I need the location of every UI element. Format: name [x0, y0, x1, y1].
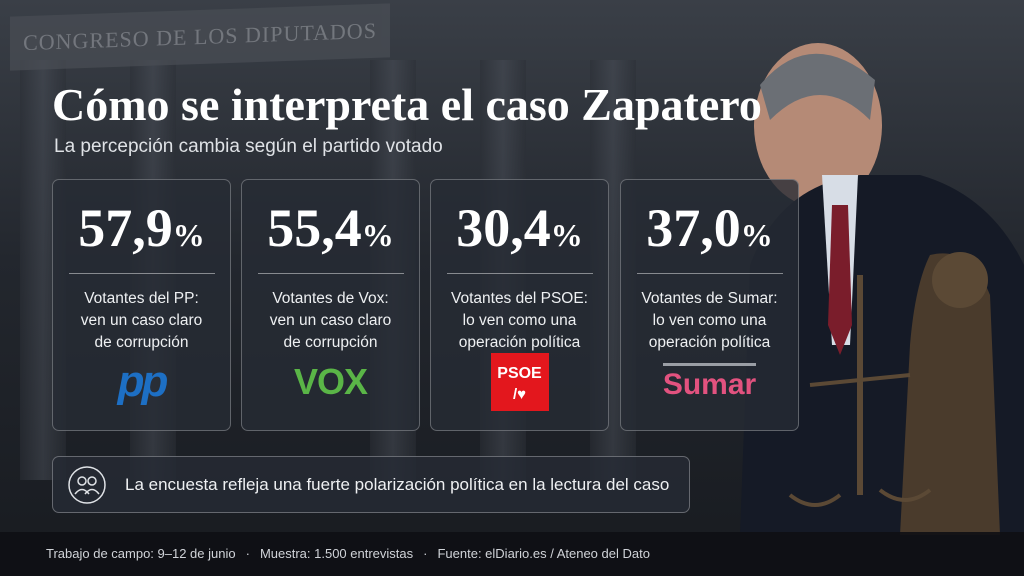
stat-value: 37,0 [646, 198, 741, 258]
building-sign: CONGRESO DE LOS DIPUTADOS [10, 3, 390, 71]
stat-label: Votantes de Vox: ven un caso claro de corr… [242, 288, 419, 354]
label-line: Votantes de Vox: [272, 290, 389, 307]
label-line: ven un caso claro [269, 312, 392, 329]
label-line: Votantes del PSOE: [450, 290, 588, 307]
stat-card: 55,4% Votantes de Vox: ven un caso claro de… [241, 179, 420, 431]
stat-unit: % [740, 217, 773, 253]
label-line: operación política [648, 334, 771, 351]
stat-unit: % [361, 217, 394, 253]
divider [257, 273, 404, 274]
note-box: La encuesta refleja una fuerte polarizac… [52, 456, 690, 513]
label-line: ven un caso claro [80, 312, 203, 329]
stat-value: 30,4 [456, 198, 551, 258]
divider [68, 273, 215, 274]
label-line: operación política [458, 334, 581, 351]
stat-label: Votantes del PP: ven un caso claro de corr… [53, 288, 230, 354]
party-logo: PSOE [490, 353, 549, 411]
footer-item: Muestra: 1.500 entrevistas [236, 546, 414, 561]
stat-value-row: 37,0% [621, 198, 798, 265]
logo-box: Sumar [621, 356, 798, 408]
label-line: de corrupción [283, 334, 378, 351]
title: Cómo se interpreta el caso Zapatero [52, 79, 762, 130]
logo-box: PSOE [431, 353, 608, 411]
stat-unit: % [550, 217, 583, 253]
label-line: de corrupción [94, 334, 189, 351]
party-logo: pp [117, 357, 169, 406]
logo-box: pp [53, 356, 230, 408]
note-text: La encuesta refleja una fuerte polarizac… [125, 475, 670, 494]
label-line: Votantes del PP: [84, 290, 199, 307]
label-line: lo ven como una [462, 312, 577, 329]
divider [446, 273, 593, 274]
figure-silhouettes [740, 43, 1024, 535]
stat-card: 30,4% Votantes del PSOE: lo ven como una op… [430, 179, 609, 431]
people-icon [68, 466, 106, 504]
footer-item: Trabajo de campo: 9–12 de junio [46, 546, 236, 561]
footer-items: Trabajo de campo: 9–12 de junioMuestra: … [46, 546, 650, 561]
stat-card: 57,9% Votantes del PP: ven un caso claro de… [52, 179, 231, 431]
stat-label: Votantes de Sumar: lo ven como una operaci… [621, 288, 798, 354]
party-logo: Sumar [662, 362, 757, 402]
label-line: Votantes de Sumar: [641, 290, 778, 307]
stat-value-row: 30,4% [431, 198, 608, 265]
divider [636, 273, 783, 274]
stat-value-row: 55,4% [242, 198, 419, 265]
footer: Trabajo de campo: 9–12 de junioMuestra: … [0, 532, 1024, 576]
stat-card: 37,0% Votantes de Sumar: lo ven como una op… [620, 179, 799, 431]
footer-item: Fuente: elDiario.es / Ateneo del Dato [413, 546, 650, 561]
stat-value-row: 57,9% [53, 198, 230, 265]
stat-label: Votantes del PSOE: lo ven como una operaci… [431, 288, 608, 354]
stat-value: 57,9 [78, 198, 173, 258]
label-line: lo ven como una [652, 312, 767, 329]
party-logo: VOX [293, 361, 368, 402]
stat-unit: % [172, 217, 205, 253]
subtitle: La percepción cambia según el partido vo… [54, 136, 443, 157]
logo-box: VOX [242, 356, 419, 408]
stat-value: 55,4 [267, 198, 362, 258]
